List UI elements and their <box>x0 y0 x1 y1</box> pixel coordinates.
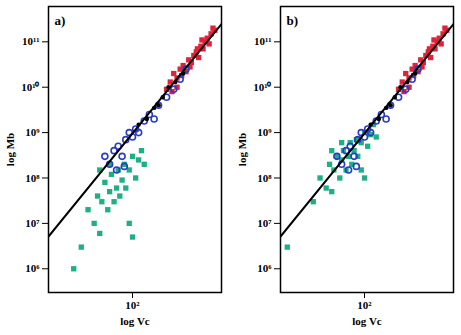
svg-text:10⁷: 10⁷ <box>25 217 40 229</box>
svg-text:log Mb: log Mb <box>236 133 248 166</box>
svg-text:b): b) <box>287 13 299 28</box>
svg-text:10⁸: 10⁸ <box>257 172 272 184</box>
svg-text:log Mb: log Mb <box>4 133 16 166</box>
svg-text:10⁶: 10⁶ <box>257 262 272 274</box>
svg-text:10⁹: 10⁹ <box>257 126 272 138</box>
svg-text:log Vc: log Vc <box>120 315 150 327</box>
svg-text:10¹⁰: 10¹⁰ <box>253 81 271 93</box>
svg-text:10¹¹: 10¹¹ <box>22 35 40 47</box>
svg-text:10⁷: 10⁷ <box>257 217 272 229</box>
svg-text:10²: 10² <box>125 299 140 311</box>
svg-text:10⁶: 10⁶ <box>25 262 40 274</box>
svg-text:10⁸: 10⁸ <box>25 172 40 184</box>
svg-text:log Vc: log Vc <box>352 315 382 327</box>
svg-text:10¹⁰: 10¹⁰ <box>21 81 39 93</box>
svg-text:10¹¹: 10¹¹ <box>254 35 272 47</box>
svg-text:10⁹: 10⁹ <box>25 126 40 138</box>
svg-text:10²: 10² <box>357 299 372 311</box>
svg-text:a): a) <box>55 13 66 28</box>
